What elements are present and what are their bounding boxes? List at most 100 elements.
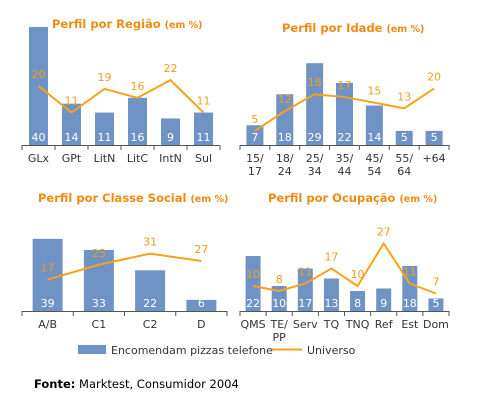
chart-title-unit: (em %) xyxy=(399,194,437,205)
bar-value-label: 18 xyxy=(403,297,417,310)
bar xyxy=(428,298,444,311)
line-value-label: 12 xyxy=(278,93,292,106)
bar-value-label: 9 xyxy=(380,297,387,310)
line-value-label: 11 xyxy=(403,266,417,279)
category-label: TNQ xyxy=(345,318,370,331)
category-label: 25/ xyxy=(306,152,324,165)
bar-value-label: 5 xyxy=(432,297,439,310)
bar-value-label: 33 xyxy=(92,297,106,310)
line-value-label: 27 xyxy=(194,243,208,256)
category-label: 35/ xyxy=(336,152,354,165)
category-label: IntN xyxy=(159,152,182,165)
bar xyxy=(62,103,81,145)
category-label: 55/ xyxy=(395,152,413,165)
line-value-label: 22 xyxy=(164,62,178,75)
category-label: Serv xyxy=(293,318,318,331)
line-value-label: 17 xyxy=(41,262,55,275)
line-value-label: 11 xyxy=(197,95,211,108)
chart-panel-4: Perfil por Ocupação (em %) 22 10 17 13 8 9 18 5 1… xyxy=(239,191,450,344)
line-value-label: 16 xyxy=(131,80,145,93)
bar xyxy=(194,112,213,145)
chart-title-unit: (em %) xyxy=(190,194,228,205)
bar xyxy=(306,63,324,145)
line-value-label: 17 xyxy=(338,79,352,92)
category-label: Dom xyxy=(423,318,449,331)
category-label: QMS xyxy=(240,318,265,331)
chart-title: Perfil por Ocupação (em %) xyxy=(268,191,437,205)
legend-bar-swatch xyxy=(78,345,106,354)
bar-value-label: 14 xyxy=(65,131,79,144)
category-label: 18/ xyxy=(276,152,294,165)
universe-line xyxy=(47,252,202,281)
bar xyxy=(32,238,63,311)
bar-value-label: 8 xyxy=(354,297,361,310)
category-label: GPt xyxy=(62,152,82,165)
category-label: Ref xyxy=(375,318,394,331)
legend-line-label: Universo xyxy=(307,344,356,357)
source-label: Fonte: xyxy=(34,377,76,391)
source-note: Fonte: Marktest, Consumidor 2004 xyxy=(34,377,239,391)
bar-value-label: 5 xyxy=(401,131,408,144)
category-label: 64 xyxy=(397,165,411,178)
line-value-label: 17 xyxy=(324,251,338,264)
line-value-label: 5 xyxy=(251,113,258,126)
category-label: LitN xyxy=(94,152,116,165)
legend-bar-label: Encomendam pizzas telefone xyxy=(111,344,273,357)
universe-line xyxy=(37,78,205,114)
bar-value-label: 17 xyxy=(298,297,312,310)
bar-value-label: 22 xyxy=(143,297,157,310)
bar xyxy=(425,130,443,145)
line-value-label: 13 xyxy=(397,90,411,103)
category-label: 17 xyxy=(248,165,262,178)
bar-value-label: 29 xyxy=(308,131,322,144)
bar-value-label: 10 xyxy=(272,297,286,310)
legend: Encomendam pizzas telefone Universo xyxy=(78,344,356,357)
bar-value-label: 11 xyxy=(98,131,112,144)
line-value-label: 11 xyxy=(65,95,79,108)
line-value-label: 31 xyxy=(143,236,157,249)
line-value-label: 27 xyxy=(377,226,391,239)
bar xyxy=(135,270,166,311)
category-label: C2 xyxy=(143,318,158,331)
line-value-label: 10 xyxy=(246,268,260,281)
chart-panel-1: Perfil por Região (em %) 40 14 11 16 9 11 20 11 1… xyxy=(21,17,221,165)
category-label: C1 xyxy=(92,318,107,331)
bar xyxy=(161,118,180,145)
category-label: 44 xyxy=(338,165,352,178)
bar xyxy=(297,268,313,311)
bar-value-label: 22 xyxy=(246,297,260,310)
category-label: PP xyxy=(273,331,287,344)
bar xyxy=(395,130,413,145)
bar xyxy=(376,288,392,311)
bar xyxy=(245,256,261,311)
bar xyxy=(128,97,147,145)
category-label: A/B xyxy=(38,318,57,331)
bar xyxy=(83,249,114,311)
category-label: 15/ xyxy=(246,152,264,165)
category-label: 54 xyxy=(367,165,381,178)
chart-title: Perfil por Região (em %) xyxy=(52,17,203,31)
category-label: LitC xyxy=(127,152,148,165)
bar-value-label: 6 xyxy=(198,297,205,310)
category-label: TQ xyxy=(323,318,340,331)
chart-title-unit: (em %) xyxy=(386,24,424,35)
line-value-label: 20 xyxy=(427,71,441,84)
line-value-label: 7 xyxy=(432,276,439,289)
line-value-label: 18 xyxy=(308,76,322,89)
bar xyxy=(350,291,366,311)
line-value-label: 15 xyxy=(367,85,381,98)
line-value-label: 11 xyxy=(298,266,312,279)
bar-value-label: 39 xyxy=(41,297,55,310)
bar xyxy=(186,299,217,311)
source-text: Marktest, Consumidor 2004 xyxy=(75,377,239,391)
category-label: GLx xyxy=(28,152,50,165)
universe-line xyxy=(252,241,437,295)
chart-panel-3: Perfil por Classe Social (em %) 39 33 22 6 17… xyxy=(21,191,228,331)
bar-value-label: 5 xyxy=(431,131,438,144)
line-value-label: 10 xyxy=(351,268,365,281)
bar-value-label: 11 xyxy=(197,131,211,144)
category-label: Est xyxy=(401,318,419,331)
bar-value-label: 14 xyxy=(367,131,381,144)
line-value-label: 20 xyxy=(32,68,46,81)
